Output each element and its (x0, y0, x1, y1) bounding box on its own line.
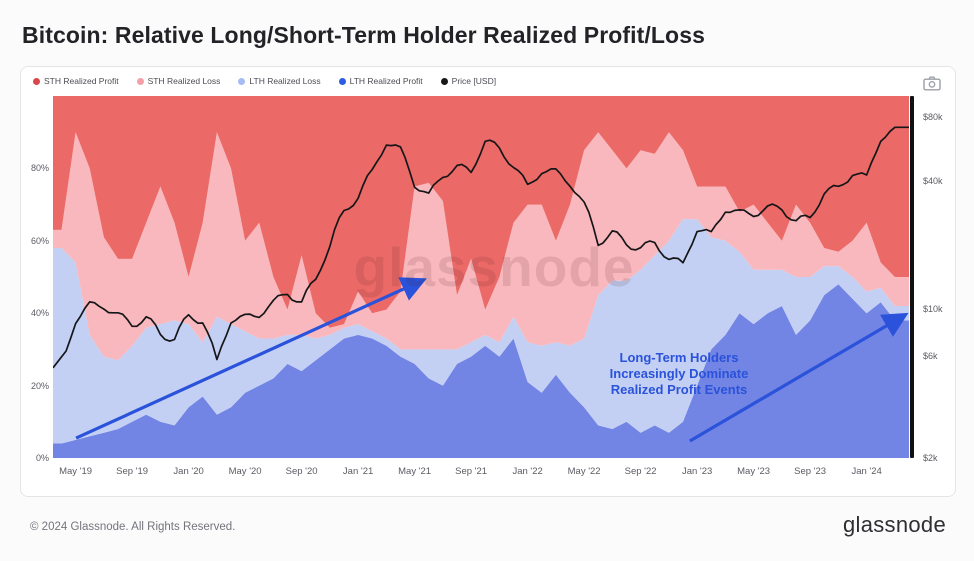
x-axis-tick: May '20 (228, 466, 262, 477)
legend-item-price-usd[interactable]: Price [USD] (440, 76, 497, 86)
x-axis-tick: Sep '21 (455, 466, 488, 477)
y-axis-tick: $40k (923, 175, 943, 186)
legend-label: LTH Realized Profit (349, 76, 423, 86)
legend-dot-sth-profit (33, 77, 40, 85)
y-axis-tick: 80% (30, 163, 49, 174)
x-axis-tick: May '23 (737, 466, 771, 477)
price-axis-bar (910, 96, 914, 458)
x-axis-tick: Sep '23 (794, 466, 827, 477)
chart-plot-area[interactable] (53, 96, 909, 458)
x-axis-tick: Sep '19 (116, 466, 149, 477)
legend-dot-lth-loss (238, 77, 246, 85)
trend-arrow (689, 312, 909, 443)
footer-copyright: © 2024 Glassnode. All Rights Reserved. (30, 521, 236, 533)
page-title: Bitcoin: Relative Long/Short-Term Holder… (22, 22, 705, 48)
x-axis-tick: May '22 (567, 466, 601, 477)
x-axis-tick: Jan '23 (681, 466, 713, 477)
legend-dot-price (440, 77, 448, 85)
y-axis-tick: $6k (923, 351, 938, 362)
x-axis-tick: May '19 (59, 466, 93, 477)
legend-item-lth-realized-profit[interactable]: LTH Realized Profit (338, 76, 423, 86)
glassnode-logo: glassnode (843, 512, 946, 537)
legend-item-sth-realized-profit[interactable]: STH Realized Profit (33, 76, 119, 86)
y-axis-tick: $2k (923, 453, 938, 463)
legend-dot-lth-profit (338, 77, 346, 85)
x-axis-tick: May '21 (398, 466, 432, 477)
y-axis-tick: $10k (923, 304, 943, 315)
legend-dot-sth-loss (136, 77, 144, 85)
x-axis-tick: Jan '20 (173, 466, 204, 477)
legend-label: Price [USD] (451, 76, 497, 86)
legend-item-lth-realized-loss[interactable]: LTH Realized Loss (238, 76, 321, 86)
legend-label: LTH Realized Loss (249, 76, 321, 86)
x-axis-tick: Jan '22 (512, 466, 543, 477)
chart-card: STH Realized Profit STH Realized Loss LT… (20, 66, 956, 497)
legend-item-sth-realized-loss[interactable]: STH Realized Loss (136, 76, 221, 86)
price-line (53, 126, 909, 369)
x-axis-tick: Sep '22 (624, 466, 657, 477)
legend-label: STH Realized Profit (44, 76, 119, 86)
x-axis-tick: Jan '24 (851, 466, 882, 477)
camera-icon[interactable] (923, 75, 943, 91)
chart-legend: STH Realized Profit STH Realized Loss LT… (33, 76, 496, 86)
y-axis-tick: 40% (30, 308, 49, 319)
y-axis-tick: $80k (923, 111, 943, 122)
y-axis-tick: 60% (30, 235, 49, 246)
x-axis-tick: Sep '20 (285, 466, 318, 477)
legend-label: STH Realized Loss (147, 76, 221, 86)
y-axis-tick: 0% (35, 453, 49, 463)
trend-arrow (75, 277, 427, 440)
x-axis-tick: Jan '21 (342, 466, 374, 477)
stacked-area-chart (53, 96, 909, 458)
y-axis-tick: 20% (30, 380, 49, 391)
